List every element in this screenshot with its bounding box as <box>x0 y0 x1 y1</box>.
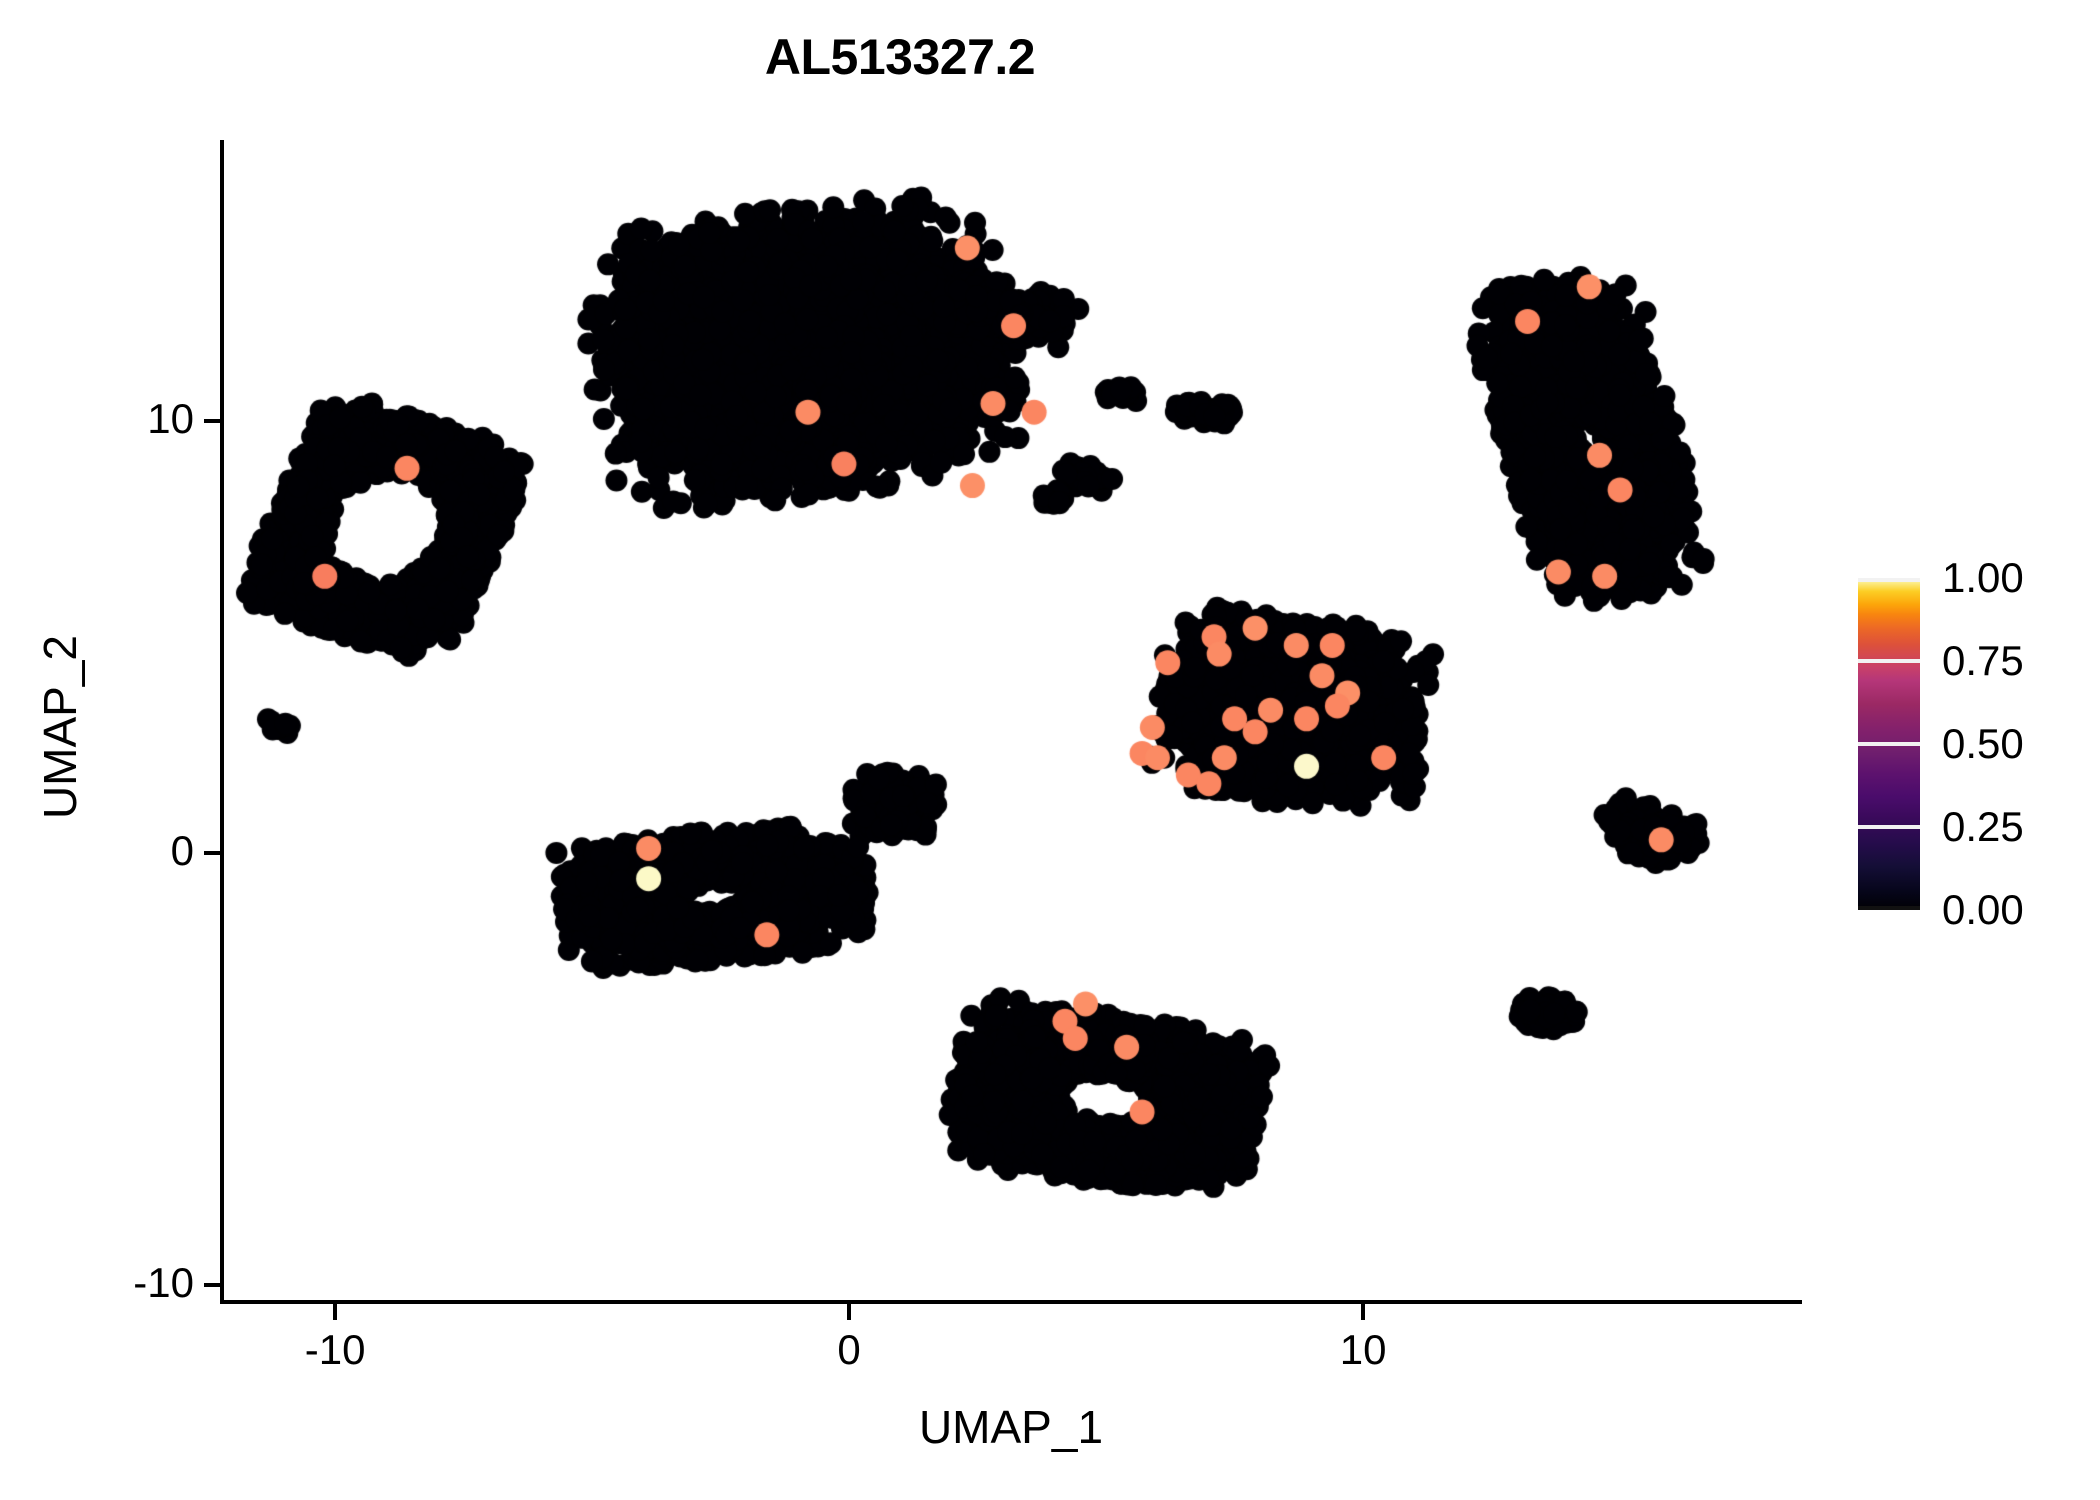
colorbar-tick-mark <box>1858 825 1920 829</box>
x-tick-mark <box>847 1304 852 1320</box>
colorbar-tick-label: 1.00 <box>1942 554 2024 601</box>
y-tick-label: -10 <box>133 1258 194 1306</box>
x-tick-mark <box>333 1304 338 1320</box>
colorbar-legend: 1.00 0.75 0.50 0.25 0.00 <box>1858 557 2078 931</box>
colorbar-tick-mark <box>1858 578 1920 582</box>
x-tick-label: -10 <box>304 1326 366 1373</box>
x-axis-title: UMAP_1 <box>918 1401 1104 1453</box>
colorbar-tick-label: 0.25 <box>1942 803 2024 850</box>
x-tick-label: 0 <box>837 1326 861 1373</box>
colorbar-tick-label: 0.75 <box>1942 637 2024 684</box>
page-title: AL513327.2 <box>764 29 1036 85</box>
colorbar-tick-label: 0.00 <box>1942 886 2024 933</box>
x-tick-label: 10 <box>1339 1326 1387 1373</box>
colorbar-tick-mark <box>1858 659 1920 663</box>
x-axis-spine <box>220 1300 1802 1304</box>
y-tick-mark <box>204 1282 220 1287</box>
colorbar-tick-label: 0.50 <box>1942 720 2024 767</box>
x-tick-mark <box>1361 1304 1366 1320</box>
y-tick-mark <box>204 418 220 423</box>
colorbar-tick-mark <box>1858 906 1920 910</box>
scatter-canvas-wrap <box>222 140 1800 1302</box>
y-axis-spine <box>220 140 224 1304</box>
colorbar-tick-mark <box>1858 742 1920 746</box>
umap-scatter-canvas <box>222 140 1800 1302</box>
y-tick-label: 0 <box>170 826 194 874</box>
plot-panel <box>222 140 1800 1302</box>
y-axis-title: UMAP_2 <box>34 634 86 820</box>
y-tick-mark <box>204 850 220 855</box>
y-tick-label: 10 <box>147 394 194 442</box>
